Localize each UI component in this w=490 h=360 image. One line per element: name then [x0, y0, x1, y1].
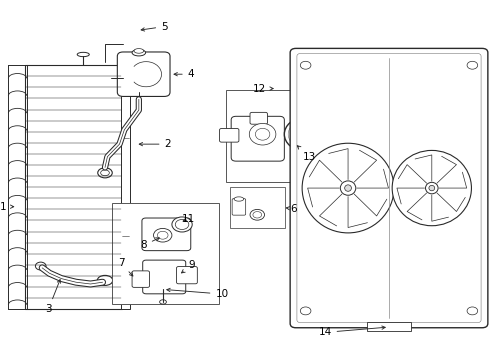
Text: 2: 2: [139, 139, 171, 149]
Ellipse shape: [467, 307, 478, 315]
FancyBboxPatch shape: [176, 266, 197, 284]
Ellipse shape: [234, 197, 244, 201]
Ellipse shape: [132, 49, 146, 56]
Ellipse shape: [98, 275, 113, 285]
Text: 8: 8: [140, 238, 159, 250]
FancyBboxPatch shape: [143, 260, 186, 294]
Text: 10: 10: [167, 288, 228, 299]
Text: 6: 6: [286, 204, 297, 214]
Ellipse shape: [134, 49, 144, 53]
FancyBboxPatch shape: [232, 199, 245, 215]
Ellipse shape: [175, 220, 189, 229]
Bar: [25, 65, 122, 309]
Text: 11: 11: [182, 214, 195, 224]
Text: 13: 13: [297, 146, 316, 162]
FancyBboxPatch shape: [250, 112, 268, 124]
FancyBboxPatch shape: [132, 271, 149, 287]
Ellipse shape: [467, 61, 478, 69]
Ellipse shape: [300, 61, 311, 69]
Ellipse shape: [250, 210, 265, 220]
Text: 3: 3: [45, 280, 60, 314]
Ellipse shape: [35, 262, 46, 270]
Ellipse shape: [253, 212, 262, 218]
Ellipse shape: [255, 128, 270, 140]
Bar: [112, 203, 219, 304]
Text: 1: 1: [0, 202, 14, 212]
Ellipse shape: [284, 118, 322, 150]
Text: 7: 7: [118, 258, 133, 276]
FancyBboxPatch shape: [290, 48, 488, 328]
Text: 4: 4: [174, 69, 195, 79]
Text: 9: 9: [181, 260, 195, 273]
Ellipse shape: [425, 182, 438, 194]
Text: 14: 14: [318, 326, 385, 337]
Ellipse shape: [429, 185, 435, 191]
Text: 5: 5: [141, 22, 168, 32]
Ellipse shape: [300, 307, 311, 315]
Ellipse shape: [344, 185, 351, 191]
Ellipse shape: [288, 121, 318, 147]
FancyBboxPatch shape: [117, 52, 170, 96]
FancyBboxPatch shape: [142, 218, 191, 251]
Ellipse shape: [302, 143, 394, 233]
Ellipse shape: [98, 168, 112, 178]
Bar: [230, 187, 285, 228]
Ellipse shape: [160, 300, 167, 304]
Ellipse shape: [153, 228, 172, 242]
Bar: [367, 322, 411, 331]
Ellipse shape: [172, 217, 192, 232]
Ellipse shape: [249, 123, 276, 145]
Bar: [121, 65, 130, 309]
FancyBboxPatch shape: [231, 116, 284, 161]
Ellipse shape: [100, 170, 109, 176]
Ellipse shape: [341, 181, 356, 195]
Ellipse shape: [392, 150, 471, 226]
Text: 12: 12: [253, 84, 273, 94]
Ellipse shape: [157, 231, 168, 239]
Bar: [226, 90, 322, 182]
FancyBboxPatch shape: [220, 129, 239, 142]
Ellipse shape: [77, 52, 89, 57]
